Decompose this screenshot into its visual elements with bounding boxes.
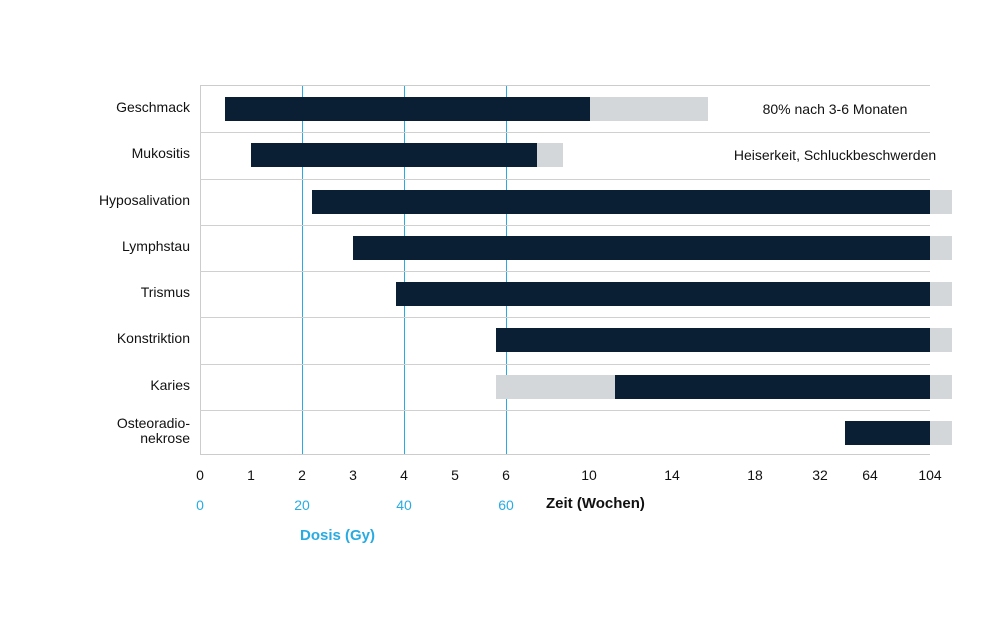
- category-label: Trismus: [70, 285, 190, 300]
- row-separator: [200, 364, 930, 365]
- bar-segment-dark: [353, 236, 930, 260]
- x-axis-label-secondary: Dosis (Gy): [300, 527, 375, 544]
- row-separator: [200, 225, 930, 226]
- row-separator: [200, 317, 930, 318]
- x-tick-primary: 32: [812, 467, 828, 483]
- category-label: Osteoradio-nekrose: [70, 416, 190, 447]
- x-tick-primary: 3: [349, 467, 357, 483]
- bar-annotation: Heiserkeit, Schluckbeschwerden: [725, 147, 945, 163]
- x-tick-primary: 4: [400, 467, 408, 483]
- x-tick-primary: 18: [747, 467, 763, 483]
- bar-segment-light: [496, 375, 615, 399]
- category-label: Lymphstau: [70, 239, 190, 254]
- plot-area: 80% nach 3-6 MonatenHeiserkeit, Schluckb…: [200, 85, 930, 455]
- category-label: Hyposalivation: [70, 193, 190, 208]
- bar-segment-dark: [396, 282, 930, 306]
- x-tick-primary: 5: [451, 467, 459, 483]
- x-tick-primary: 1: [247, 467, 255, 483]
- gridline: [200, 86, 201, 454]
- x-tick-primary: 14: [664, 467, 680, 483]
- bar-segment-light: [537, 143, 563, 167]
- bar-segment-light: [930, 421, 952, 445]
- bar-segment-light: [590, 97, 708, 121]
- bar-segment-dark: [845, 421, 930, 445]
- x-tick-primary: 64: [862, 467, 878, 483]
- x-tick-secondary: 20: [294, 497, 310, 513]
- gridline: [404, 86, 405, 454]
- category-label: Geschmack: [70, 100, 190, 115]
- x-tick-secondary: 60: [498, 497, 514, 513]
- x-tick-secondary: 40: [396, 497, 412, 513]
- bar-annotation: 80% nach 3-6 Monaten: [725, 101, 945, 117]
- bar-segment-light: [930, 236, 952, 260]
- x-tick-primary: 6: [502, 467, 510, 483]
- gridline: [302, 86, 303, 454]
- x-axis-label-primary: Zeit (Wochen): [546, 495, 645, 512]
- x-tick-primary: 0: [196, 467, 204, 483]
- bar-segment-dark: [225, 97, 590, 121]
- bar-segment-dark: [251, 143, 537, 167]
- x-tick-primary: 104: [918, 467, 941, 483]
- category-label: Mukositis: [70, 146, 190, 161]
- bar-segment-light: [930, 282, 952, 306]
- x-tick-secondary: 0: [196, 497, 204, 513]
- x-tick-primary: 10: [581, 467, 597, 483]
- row-separator: [200, 271, 930, 272]
- row-separator: [200, 132, 930, 133]
- category-label: Konstriktion: [70, 331, 190, 346]
- bar-segment-dark: [496, 328, 930, 352]
- bar-segment-light: [930, 375, 952, 399]
- row-separator: [200, 410, 930, 411]
- timeline-chart: 80% nach 3-6 MonatenHeiserkeit, Schluckb…: [70, 85, 930, 555]
- bar-segment-dark: [615, 375, 930, 399]
- category-label: Karies: [70, 378, 190, 393]
- gridline: [506, 86, 507, 454]
- bar-segment-dark: [312, 190, 930, 214]
- bar-segment-light: [930, 190, 952, 214]
- row-separator: [200, 179, 930, 180]
- x-tick-primary: 2: [298, 467, 306, 483]
- bar-segment-light: [930, 328, 952, 352]
